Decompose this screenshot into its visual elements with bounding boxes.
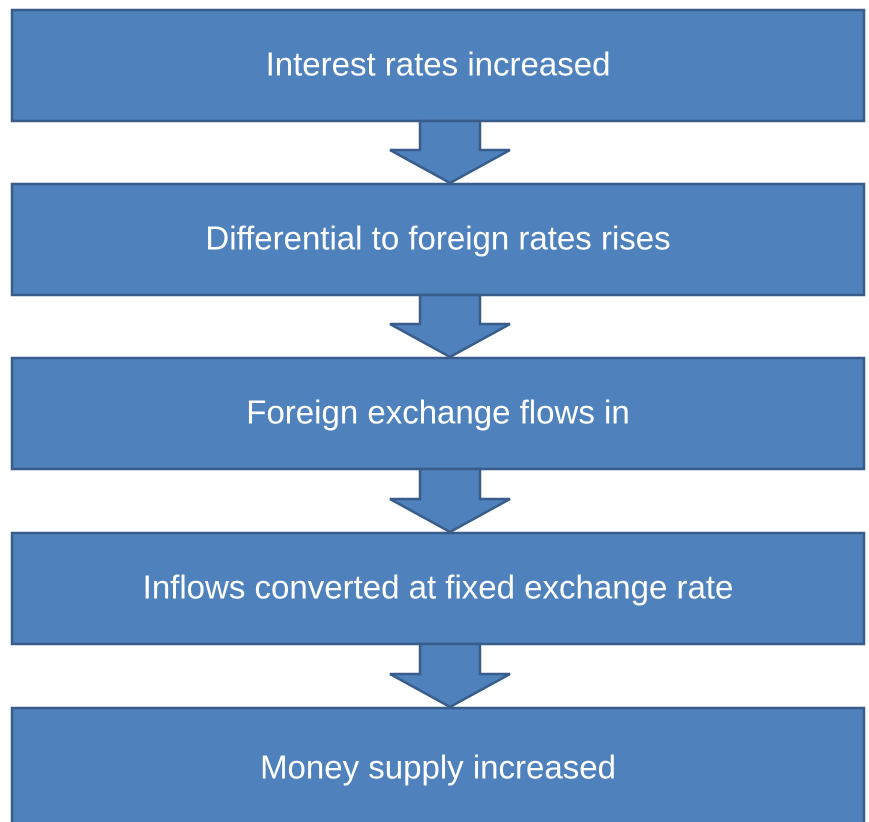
node-box bbox=[10, 356, 866, 471]
arrow bbox=[389, 293, 511, 359]
node: Money supply increased bbox=[10, 706, 866, 822]
node-box bbox=[10, 182, 866, 297]
node: Differential to foreign rates rises bbox=[10, 182, 866, 297]
arrow bbox=[389, 119, 511, 185]
node-label: Differential to foreign rates rises bbox=[205, 220, 670, 257]
node: Foreign exchange flows in bbox=[10, 356, 866, 471]
arrow bbox=[389, 642, 511, 709]
node-box bbox=[10, 706, 866, 822]
node-label: Inflows converted at fixed exchange rate bbox=[143, 569, 734, 606]
node-box bbox=[10, 8, 866, 123]
node-label: Foreign exchange flows in bbox=[246, 394, 629, 431]
node-label: Interest rates increased bbox=[266, 46, 611, 83]
node-box bbox=[10, 531, 866, 646]
node-label: Money supply increased bbox=[260, 749, 616, 786]
node: Inflows converted at fixed exchange rate bbox=[10, 531, 866, 646]
node: Interest rates increased bbox=[10, 8, 866, 123]
arrow bbox=[389, 467, 511, 534]
